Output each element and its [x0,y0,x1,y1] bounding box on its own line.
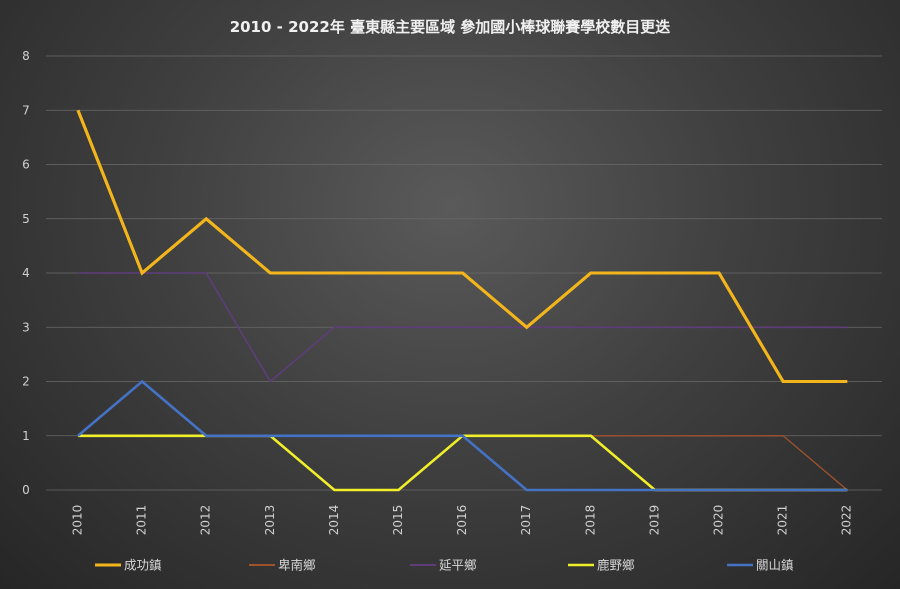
y-tick-label: 6 [22,158,30,172]
x-tick-label: 2018 [583,505,597,536]
series-line-4 [78,434,848,492]
series-line-5 [77,379,848,492]
legend: 成功鎮 卑南鄉 延平鄉 鹿野鄉 關山鎮 [95,558,794,573]
y-tick-label: 0 [22,483,30,497]
chart-title: 2010 - 2022年 臺東縣主要區域 參加國小棒球聯賽學校數目更迭 [230,18,671,36]
x-tick-label: 2020 [712,505,726,536]
series-line-3 [78,272,848,383]
x-tick-label: 2021 [776,505,790,536]
series-line-1-top [76,109,848,383]
legend-item: 成功鎮 [95,558,162,573]
y-tick-label: 8 [22,49,30,63]
legend-item: 關山鎮 [727,558,794,573]
y-tick-label: 4 [22,266,30,280]
x-tick-label: 2017 [519,505,533,536]
legend-item: 延平鄉 [410,558,477,573]
x-tick-label: 2019 [647,505,661,536]
x-tick-label: 2013 [263,505,277,536]
x-tick-label: 2016 [455,505,469,536]
y-tick-label: 2 [22,375,30,389]
legend-label: 鹿野鄉 [597,558,635,573]
x-tick-label: 2011 [135,505,149,536]
x-tick-label: 2014 [327,505,341,536]
legend-label: 成功鎮 [124,558,162,573]
x-tick-label: 2015 [391,505,405,536]
y-tick-label: 3 [22,320,30,334]
legend-item: 卑南鄉 [249,558,316,573]
x-axis-ticks: 2010 2011 2012 2013 2014 2015 2016 2017 2018 2019… [71,505,854,536]
legend-label: 關山鎮 [756,558,794,573]
series-line-1 [76,109,848,383]
y-tick-label: 5 [22,212,30,226]
legend-item: 鹿野鄉 [568,558,635,573]
series-line-2 [78,435,848,491]
x-tick-label: 2022 [840,505,854,536]
legend-label: 卑南鄉 [278,558,316,573]
y-tick-label: 1 [22,429,30,443]
y-tick-label: 7 [22,103,30,117]
x-tick-label: 2012 [199,505,213,536]
legend-label: 延平鄉 [439,558,477,573]
series-lines [76,109,848,492]
x-tick-label: 2010 [71,505,85,536]
y-axis-ticks: 0 1 2 3 4 5 6 7 8 [22,49,30,497]
